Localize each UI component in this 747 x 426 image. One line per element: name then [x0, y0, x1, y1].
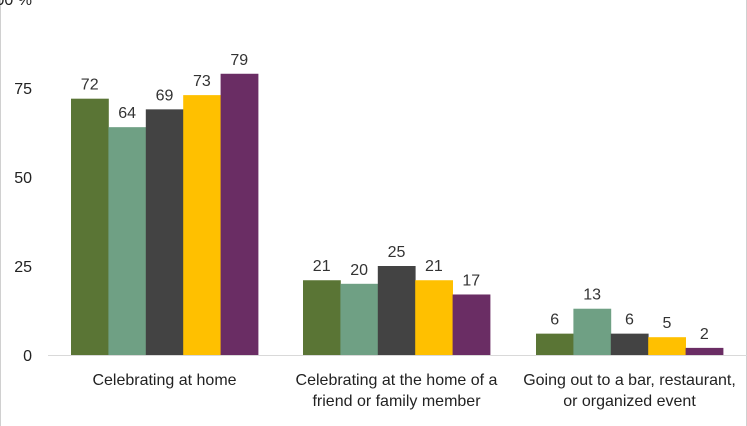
x-category-label: friend or family member: [312, 393, 481, 410]
bar: [303, 280, 341, 355]
data-label: 17: [462, 272, 480, 289]
bar: [340, 283, 379, 355]
y-tick-label: 25: [14, 259, 32, 276]
data-label: 13: [583, 287, 601, 304]
data-label: 5: [662, 315, 671, 332]
bar: [648, 337, 686, 355]
bar: [220, 73, 259, 355]
bar: [573, 308, 612, 355]
y-tick-label: 75: [14, 81, 32, 98]
bar: [610, 333, 649, 355]
data-label: 25: [388, 244, 406, 261]
bar: [145, 109, 184, 355]
y-tick-label: 100 %: [0, 0, 32, 9]
bar: [377, 266, 416, 355]
bar: [415, 280, 453, 355]
data-label: 72: [81, 77, 99, 94]
data-label: 64: [118, 105, 136, 122]
bar: [108, 127, 147, 355]
bar: [452, 294, 491, 355]
data-label: 69: [156, 87, 174, 104]
bar: [536, 333, 574, 355]
x-category-label: Celebrating at home: [92, 372, 236, 389]
y-tick-label: 50: [14, 170, 32, 187]
x-category-label: or organized event: [563, 393, 696, 410]
bar: [183, 95, 221, 356]
bar: [71, 98, 109, 356]
data-label: 79: [230, 52, 248, 69]
y-tick-label: 0: [23, 348, 32, 365]
data-label: 6: [625, 312, 634, 329]
x-category-label: Celebrating at the home of a: [296, 372, 498, 389]
data-label: 6: [550, 312, 559, 329]
data-label: 73: [193, 73, 211, 90]
data-label: 2: [700, 326, 709, 343]
data-label: 21: [425, 258, 443, 275]
x-category-label: Going out to a bar, restaurant,: [523, 372, 736, 389]
bar: [685, 347, 724, 355]
data-label: 20: [350, 262, 368, 279]
data-label: 21: [313, 258, 331, 275]
